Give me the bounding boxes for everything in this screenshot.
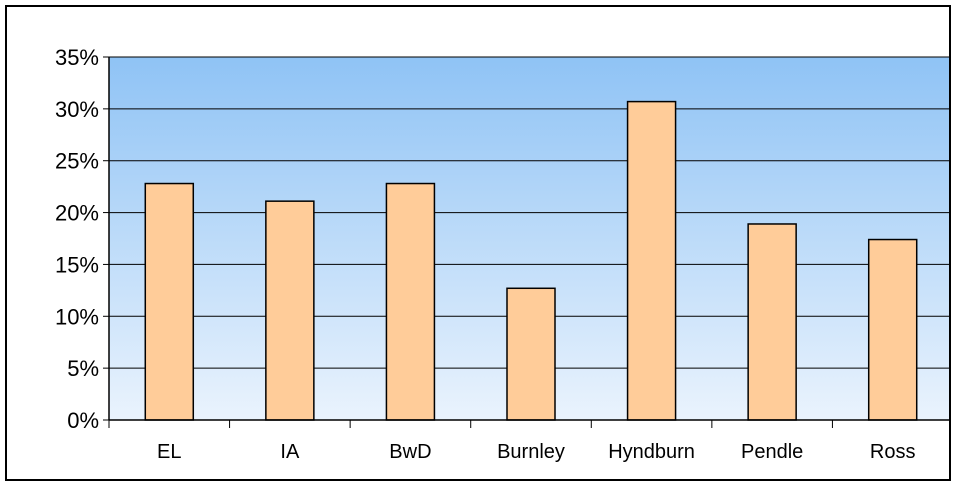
y-tick-label: 35% <box>55 45 99 70</box>
bar-ross <box>867 238 918 421</box>
x-tick-label: Hyndburn <box>608 441 695 463</box>
y-tick-label: 25% <box>55 149 99 174</box>
y-tick-label: 20% <box>55 201 99 226</box>
bar-el <box>144 182 195 421</box>
bar-burnley <box>506 287 556 421</box>
x-tick-label: BwD <box>389 441 431 463</box>
bar-ia <box>265 200 315 421</box>
x-tick-label: Burnley <box>497 441 565 463</box>
chart-frame: 0% 5% 10% 15% 20% 25% 30% 35% EL IA BwD Burnley Hyn… <box>5 5 951 481</box>
x-tick-label: Pendle <box>741 441 803 463</box>
x-tick-label: EL <box>157 441 181 463</box>
y-tick-labels: 0% 5% 10% 15% 20% 25% 30% 35% <box>55 45 99 433</box>
y-tick-label: 10% <box>55 304 99 329</box>
bar-hyndburn <box>626 100 677 421</box>
x-tick-labels: EL IA BwD Burnley Hyndburn Pendle Ross <box>157 441 915 463</box>
y-tick-label: 0% <box>67 408 99 433</box>
x-tick-label: Ross <box>870 441 916 463</box>
y-tick-label: 30% <box>55 97 99 122</box>
y-tick-label: 15% <box>55 252 99 277</box>
bar-pendle <box>747 223 797 421</box>
bar-bwd <box>385 182 436 421</box>
x-tick-label: IA <box>280 441 300 463</box>
bars <box>144 100 918 421</box>
y-tick-label: 5% <box>67 356 99 381</box>
axes <box>103 56 949 428</box>
bar-chart: 0% 5% 10% 15% 20% 25% 30% 35% EL IA BwD Burnley Hyn… <box>55 45 949 463</box>
